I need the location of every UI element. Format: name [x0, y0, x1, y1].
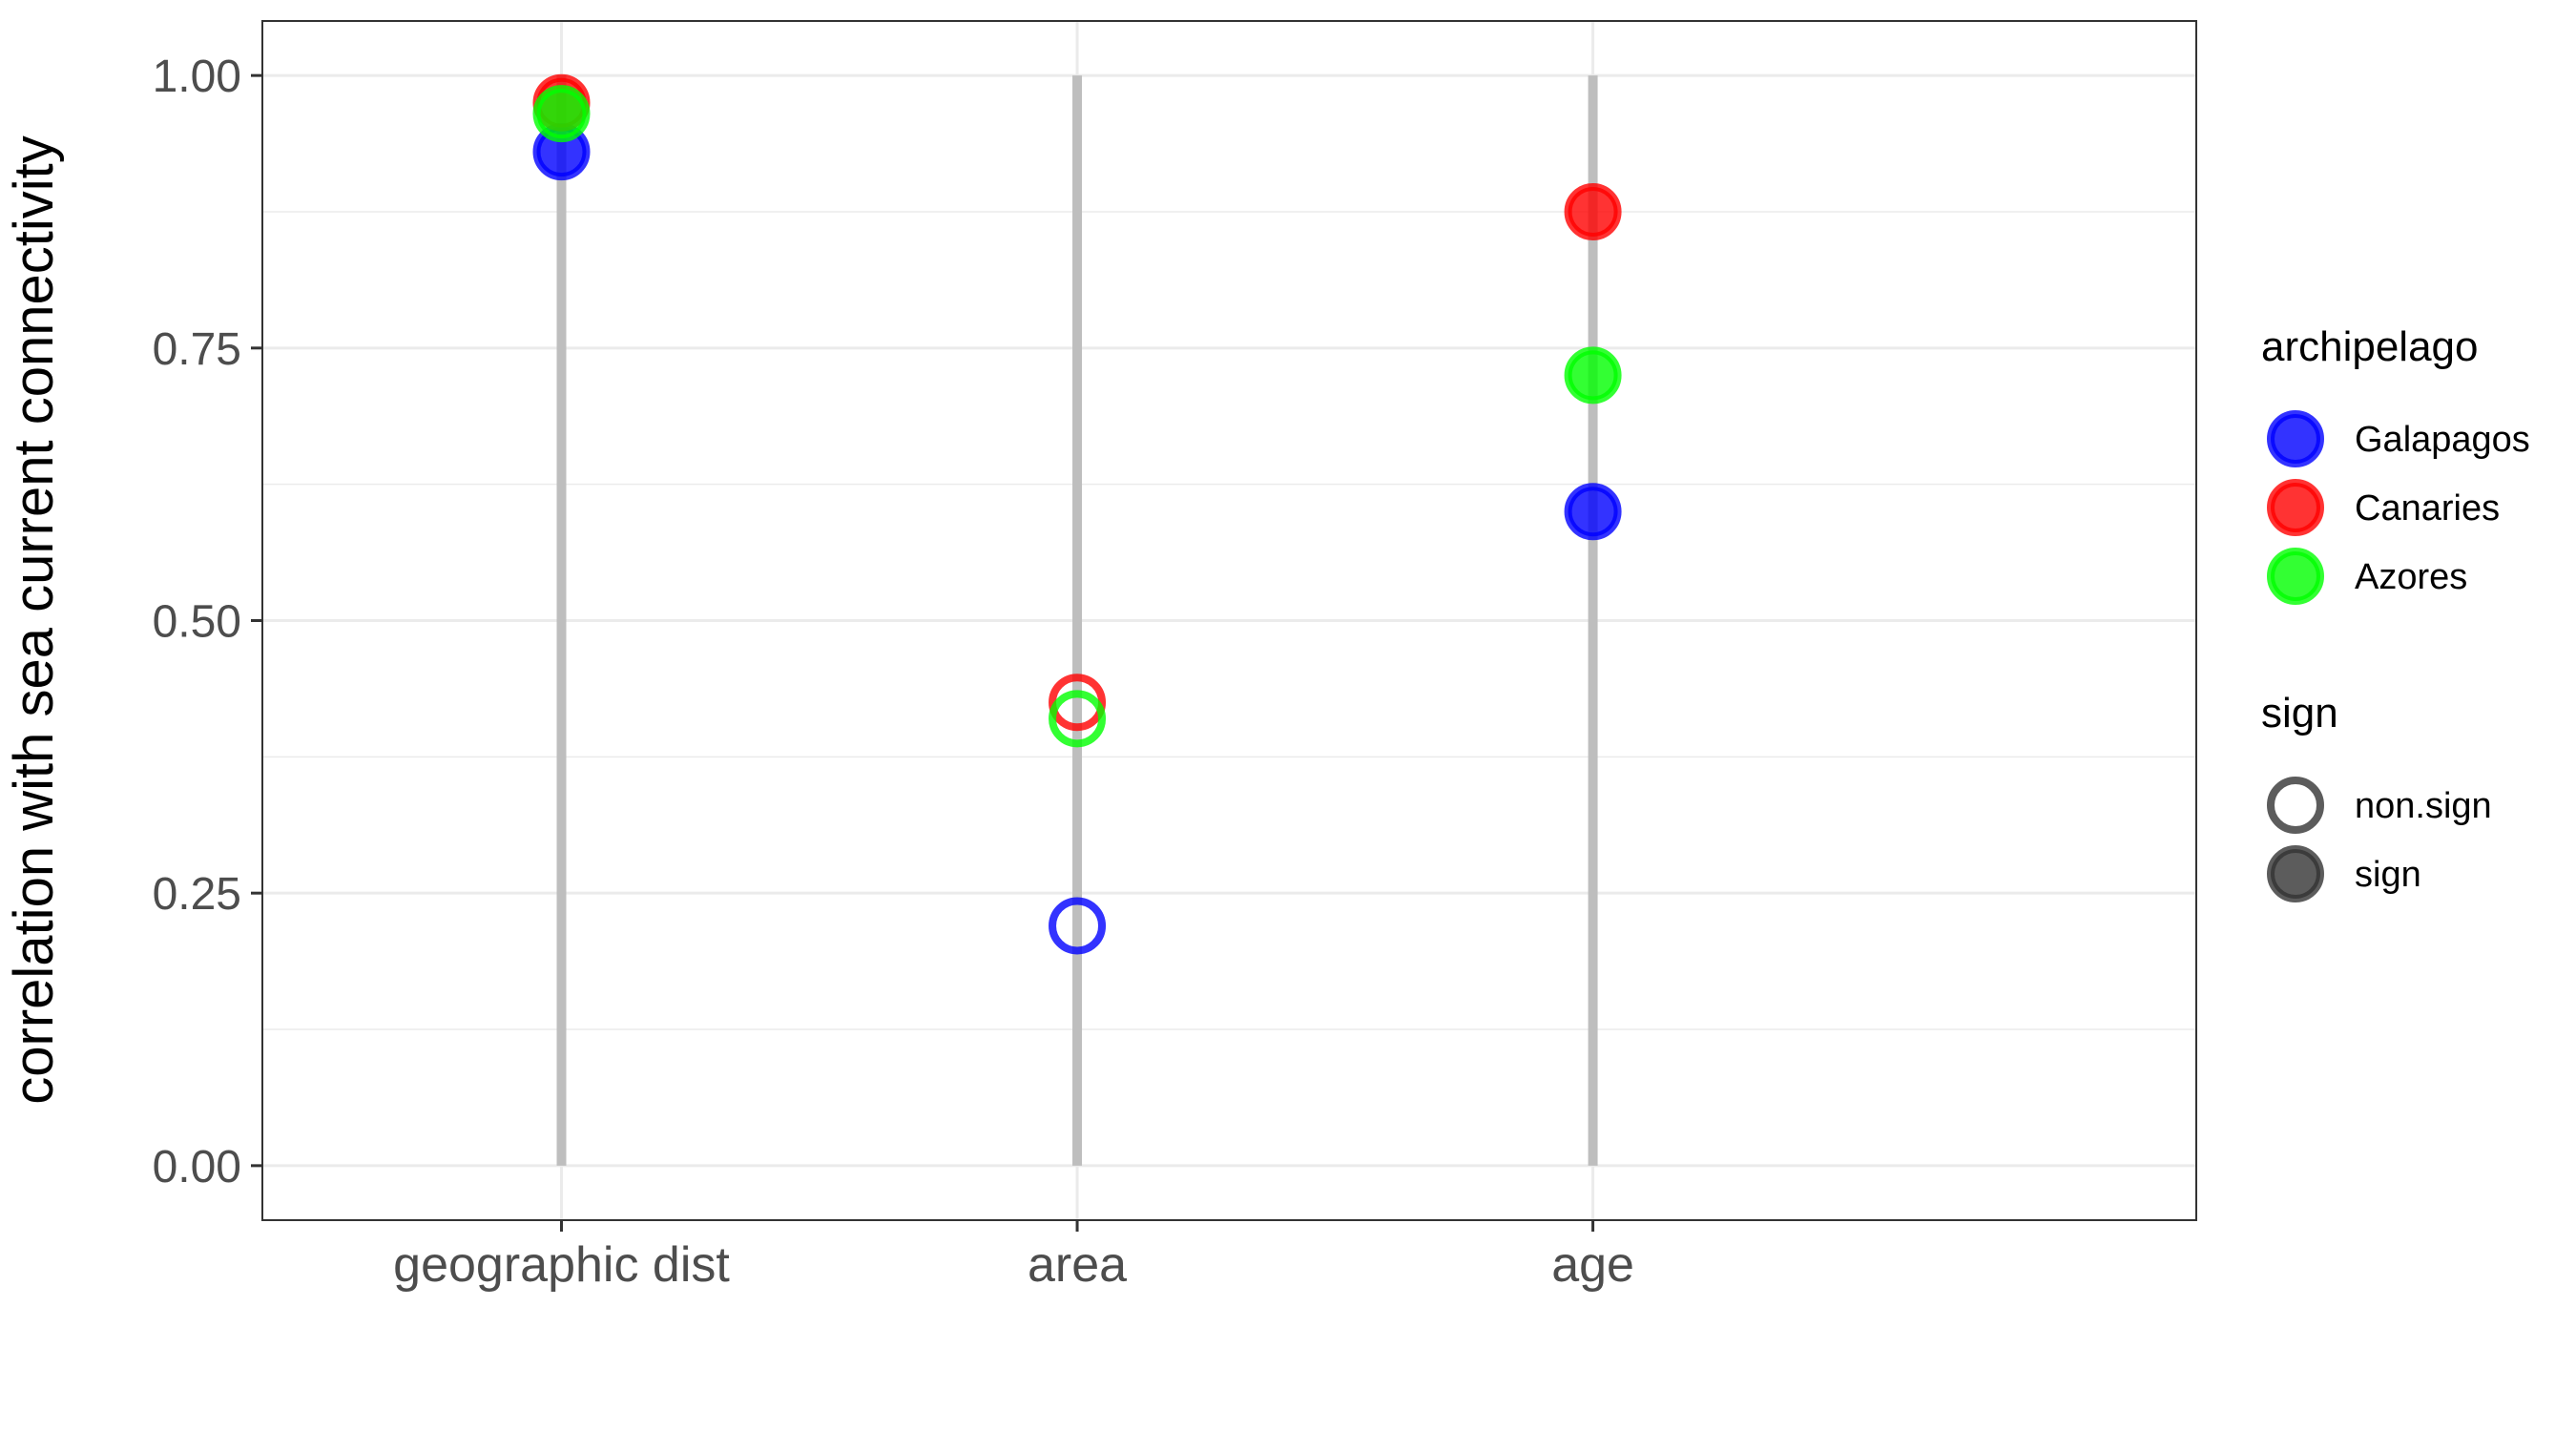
legend-key	[2267, 410, 2324, 467]
y-tick-label: 0.50	[153, 597, 241, 648]
data-point-galapagos	[1049, 897, 1107, 955]
x-tick-label: area	[1028, 1237, 1127, 1293]
y-tick-label: 0.75	[153, 324, 241, 375]
y-tick-label: 0.00	[153, 1142, 241, 1192]
legend-key	[2267, 479, 2324, 536]
legend-label: Azores	[2355, 557, 2467, 597]
y-axis: 0.00 0.25 0.50 0.75 1.00	[153, 52, 262, 1192]
legend-title: archipelago	[2261, 323, 2479, 370]
data-point-canaries	[1564, 182, 1622, 240]
legend-label: sign	[2355, 855, 2421, 895]
legend: archipelago Galapagos Canaries Azores sign no…	[2261, 323, 2530, 902]
x-axis: geographic dist area age	[393, 1220, 1634, 1293]
legend-label: Canaries	[2355, 488, 2500, 529]
y-tick-label: 1.00	[153, 52, 241, 102]
data-point-galapagos	[1564, 483, 1622, 541]
y-tick-label: 0.25	[153, 869, 241, 920]
legend-key	[2267, 548, 2324, 605]
data-point-azores	[532, 85, 591, 143]
legend-label: Galapagos	[2355, 420, 2530, 460]
legend-title: sign	[2261, 690, 2338, 736]
y-axis-title: correlation with sea current connectivit…	[3, 135, 65, 1104]
x-tick-label: geographic dist	[393, 1237, 730, 1293]
data-point-azores	[1564, 346, 1622, 404]
point-layer	[532, 73, 1622, 955]
segment-layer	[556, 75, 1598, 1166]
data-point-canaries	[1049, 674, 1107, 732]
x-tick-label: age	[1551, 1237, 1634, 1293]
legend-key	[2267, 777, 2324, 834]
data-point-azores	[1049, 690, 1107, 748]
legend-label: non.sign	[2355, 786, 2492, 826]
legend-key	[2267, 845, 2324, 902]
